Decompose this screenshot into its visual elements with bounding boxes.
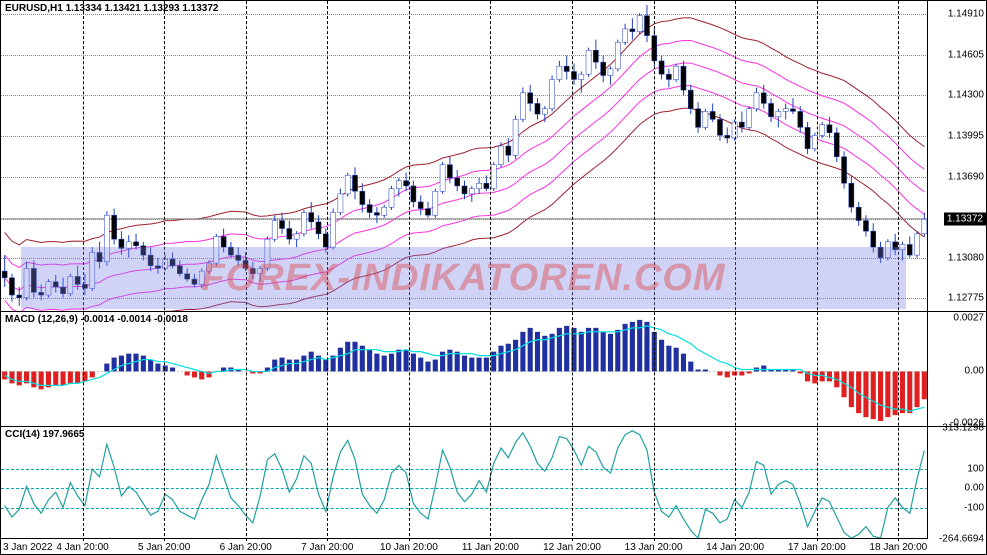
y-tick-label: 0.00 (965, 366, 984, 377)
x-tick-label: 17 Jan 20:00 (788, 542, 846, 553)
price-y-axis: 1.14910 1.14605 1.14300 1.13995 1.13690 1.133… (927, 1, 986, 311)
y-tick-label: 0.0027 (953, 312, 984, 323)
x-axis: 3 Jan 20224 Jan 20:00 5 Jan 20:00 6 Jan 20… (1, 538, 928, 554)
x-tick-label: 5 Jan 20:00 (138, 542, 190, 553)
y-tick-label: 1.13995 (948, 131, 984, 142)
cci-ref-label: -100 (964, 502, 984, 513)
cci-y-axis: 313.1298-264.66941000.00-100 (927, 427, 986, 541)
price-panel[interactable]: EURUSD,H1 1.13334 1.13421 1.13293 1.1337… (1, 1, 986, 311)
current-price-tag: 1.13372 (944, 212, 986, 225)
x-tick-label: 4 Jan 20:00 (56, 542, 108, 553)
x-tick-label: 7 Jan 20:00 (301, 542, 353, 553)
y-tick-label: 1.12775 (948, 293, 984, 304)
x-tick-label: 3 Jan 2022 (3, 542, 53, 553)
y-tick-label: 313.1298 (942, 423, 984, 434)
y-tick-label: 1.14300 (948, 90, 984, 101)
cci-panel[interactable]: CCI(14) 197.9665 313.1298-264.66941000.0… (1, 426, 986, 541)
x-tick-label: 12 Jan 20:00 (543, 542, 601, 553)
y-tick-label: -264.6694 (939, 534, 984, 545)
y-tick-label: 1.14605 (948, 49, 984, 60)
macd-chart (1, 312, 928, 427)
x-tick-label: 14 Jan 20:00 (706, 542, 764, 553)
x-tick-label: 6 Jan 20:00 (220, 542, 272, 553)
macd-y-axis: 0.00270.00-0.0026 (927, 312, 986, 426)
chart-container[interactable]: EURUSD,H1 1.13334 1.13421 1.13293 1.1337… (0, 0, 987, 555)
y-tick-label: 1.13080 (948, 252, 984, 263)
macd-panel[interactable]: MACD (12,26,9) -0.0014 -0.0014 -0.0018 0… (1, 311, 986, 426)
cci-chart (1, 427, 928, 542)
x-tick-label: 13 Jan 20:00 (625, 542, 683, 553)
y-tick-label: 1.13690 (948, 171, 984, 182)
cci-ref-label: 100 (967, 464, 984, 475)
x-tick-label: 18 Jan 20:00 (869, 542, 927, 553)
price-chart (1, 1, 928, 311)
price-title: EURUSD,H1 1.13334 1.13421 1.13293 1.1337… (5, 3, 219, 14)
cci-ref-label: 0.00 (965, 483, 984, 494)
x-tick-label: 11 Jan 20:00 (462, 542, 519, 553)
cci-title: CCI(14) 197.9665 (5, 429, 85, 440)
y-tick-label: 1.14910 (948, 9, 984, 20)
macd-title: MACD (12,26,9) -0.0014 -0.0014 -0.0018 (5, 314, 188, 325)
x-tick-label: 10 Jan 20:00 (380, 542, 438, 553)
